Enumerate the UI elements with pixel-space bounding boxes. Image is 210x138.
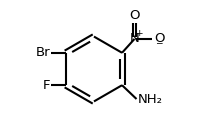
Text: O: O (154, 32, 164, 45)
Text: O: O (129, 9, 140, 22)
Text: Br: Br (35, 46, 50, 59)
Text: F: F (42, 79, 50, 92)
Text: +: + (135, 29, 143, 38)
Text: NH₂: NH₂ (138, 93, 163, 106)
Text: N: N (130, 32, 139, 46)
Text: −: − (155, 38, 162, 47)
